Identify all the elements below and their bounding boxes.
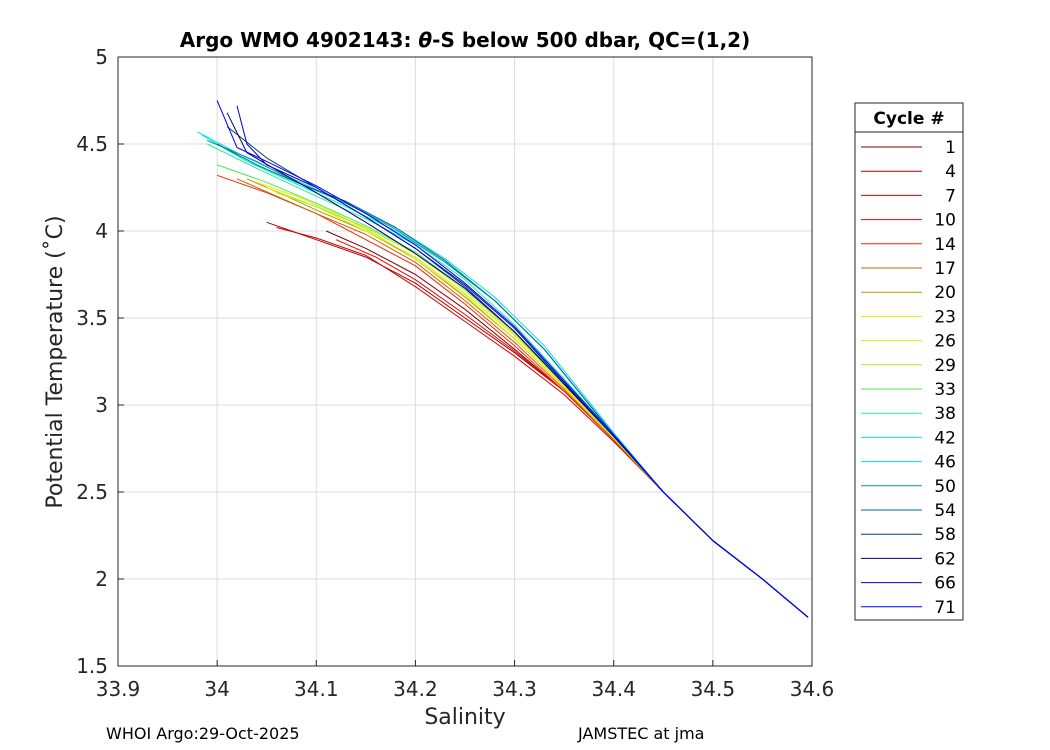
x-tick-label: 34.6 bbox=[790, 677, 835, 701]
x-tick-label: 34.4 bbox=[591, 677, 636, 701]
legend-label-7: 7 bbox=[945, 186, 956, 206]
y-tick-label: 2.5 bbox=[76, 480, 108, 504]
x-tick-label: 34.3 bbox=[492, 677, 537, 701]
legend-label-14: 14 bbox=[934, 235, 956, 255]
x-tick-label: 34.5 bbox=[691, 677, 736, 701]
series-line-cycle-17 bbox=[236, 178, 809, 618]
series-line-cycle-71 bbox=[216, 100, 809, 618]
y-ticks: 1.5 2 2.5 3 3.5 4 4.5 5 bbox=[76, 45, 124, 678]
legend-label-1: 1 bbox=[945, 138, 956, 158]
legend-label-66: 66 bbox=[934, 574, 956, 594]
series-line-cycle-4 bbox=[266, 221, 809, 618]
series-layer bbox=[197, 100, 809, 618]
legend-label-58: 58 bbox=[934, 525, 956, 545]
x-axis-label: Salinity bbox=[424, 705, 505, 730]
legend-label-29: 29 bbox=[934, 356, 956, 376]
x-tick-label: 34 bbox=[204, 677, 229, 701]
legend-label-20: 20 bbox=[934, 283, 956, 303]
legend-label-26: 26 bbox=[934, 332, 956, 352]
y-tick-label: 4 bbox=[95, 219, 108, 243]
y-tick-label: 5 bbox=[95, 45, 108, 69]
series-line-cycle-10 bbox=[335, 239, 809, 618]
series-line-cycle-58 bbox=[226, 126, 809, 618]
legend-label-46: 46 bbox=[934, 453, 956, 473]
legend: Cycle # 14710141720232629333842465054586… bbox=[854, 102, 964, 621]
x-tick-label: 34.2 bbox=[393, 677, 438, 701]
legend-label-38: 38 bbox=[934, 404, 956, 424]
legend-label-50: 50 bbox=[934, 477, 956, 497]
series-line-cycle-42 bbox=[202, 134, 809, 618]
y-tick-label: 1.5 bbox=[76, 654, 108, 678]
y-axis-label: Potential Temperature (˚C) bbox=[43, 215, 68, 508]
series-line-cycle-7 bbox=[276, 227, 809, 618]
plot-frame bbox=[117, 56, 813, 667]
legend-label-33: 33 bbox=[934, 380, 956, 400]
legend-label-62: 62 bbox=[934, 549, 956, 569]
legend-label-17: 17 bbox=[934, 259, 956, 279]
footer-right-note: JAMSTEC at jma bbox=[578, 724, 705, 743]
y-tick-label: 3 bbox=[95, 393, 108, 417]
chart-title-theta: θ bbox=[418, 28, 432, 52]
series-line-cycle-38 bbox=[206, 143, 809, 618]
chart-title-suffix: -S below 500 dbar, QC=(1,2) bbox=[432, 28, 750, 52]
x-tick-label: 33.9 bbox=[96, 677, 141, 701]
series-line-cycle-14 bbox=[216, 174, 809, 618]
legend-label-54: 54 bbox=[934, 501, 956, 521]
x-tick-label: 34.1 bbox=[294, 677, 339, 701]
series-line-cycle-26 bbox=[266, 187, 809, 618]
series-line-cycle-33 bbox=[216, 164, 809, 618]
y-tick-label: 4.5 bbox=[76, 132, 108, 156]
grid bbox=[117, 56, 813, 667]
y-tick-label: 3.5 bbox=[76, 306, 108, 330]
legend-label-23: 23 bbox=[934, 307, 956, 327]
series-line-cycle-66 bbox=[236, 105, 809, 618]
series-line-cycle-1 bbox=[325, 230, 809, 618]
series-line-cycle-50 bbox=[207, 140, 809, 618]
series-line-cycle-46 bbox=[197, 131, 809, 618]
legend-label-10: 10 bbox=[934, 211, 956, 231]
x-ticks: 33.9 34 34.1 34.2 34.3 34.4 34.5 34.6 bbox=[96, 660, 835, 701]
chart-title-prefix: Argo WMO 4902143: bbox=[180, 28, 419, 52]
chart-title: Argo WMO 4902143: θ-S below 500 dbar, QC… bbox=[180, 28, 750, 52]
legend-label-4: 4 bbox=[945, 162, 956, 182]
legend-label-42: 42 bbox=[934, 428, 956, 448]
footer-left-note: WHOI Argo:29-Oct-2025 bbox=[106, 724, 300, 743]
y-tick-label: 2 bbox=[95, 567, 108, 591]
legend-title: Cycle # bbox=[873, 109, 944, 129]
legend-label-71: 71 bbox=[934, 598, 956, 618]
